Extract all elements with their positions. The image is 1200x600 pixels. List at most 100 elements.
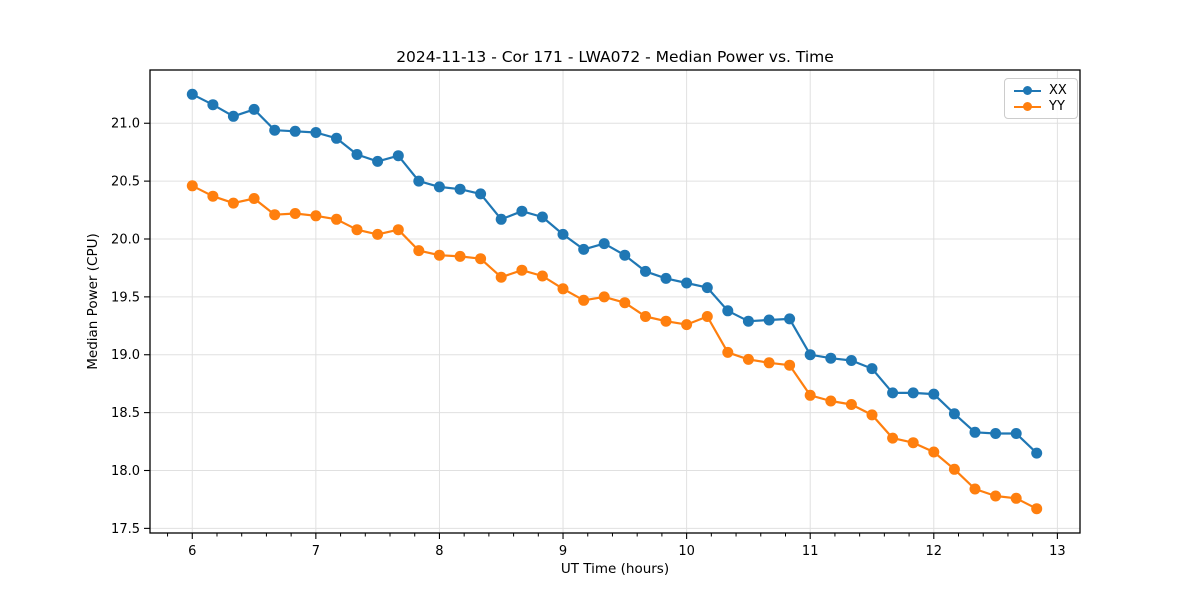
data-point [413,245,425,257]
data-point [310,210,322,222]
legend-item-xx: XX [1014,84,1067,97]
data-point [660,315,672,327]
data-point [372,228,384,240]
data-point [392,150,404,162]
y-tick-label: 20.0 [111,232,140,247]
data-point [619,297,631,309]
data-point [536,270,548,282]
data-point [845,399,857,410]
data-point [536,211,548,223]
series-yy-line [191,184,1038,510]
data-point [392,224,404,236]
data-point [681,277,693,289]
data-point [742,315,754,327]
data-point [475,253,487,265]
series-layer [186,88,1043,515]
x-tick-label: 11 [802,544,819,559]
legend-item-yy: YY [1014,99,1067,114]
data-point [619,249,631,261]
data-point [516,264,528,276]
data-point [640,265,651,277]
data-point [907,387,919,399]
data-point [701,282,713,294]
data-point [269,209,281,221]
series-yy [186,180,1043,515]
data-point [598,291,610,303]
y-tick-label: 18.5 [111,406,140,421]
y-axis-label: Median Power (CPU) [85,233,101,369]
data-point [207,190,219,202]
y-tick-label: 19.5 [111,290,140,305]
data-point [763,357,775,369]
data-point [433,181,445,193]
data-point [866,409,878,421]
data-point [227,110,239,122]
data-point [516,205,528,217]
data-point [227,197,239,209]
data-point [289,125,301,137]
data-point [825,352,837,364]
data-point [475,188,487,200]
data-point [866,363,878,375]
x-tick-label: 10 [678,544,695,559]
data-point [351,224,363,236]
y-tick-label: 19.0 [111,348,140,363]
x-tick-label: 6 [188,544,196,559]
x-tick-label: 7 [312,544,320,559]
data-point [578,243,590,255]
data-point [660,272,672,284]
y-tick-label: 18.0 [111,464,140,479]
data-point [969,426,981,438]
data-point [331,213,342,225]
data-point [1031,447,1043,459]
data-point [825,395,837,407]
data-point [351,149,363,160]
series-xx-line [191,93,1038,454]
data-point [887,432,899,444]
data-point [1031,503,1043,515]
data-point [289,208,301,219]
data-point [742,353,754,365]
data-point [784,359,796,371]
data-point [413,175,425,187]
legend-sample-yy-icon [1014,101,1041,112]
data-point [186,180,198,192]
legend: XX YY [1004,78,1078,119]
grid-layer [150,70,1080,533]
data-point [495,213,507,225]
data-point [804,349,816,361]
x-tick-label: 12 [926,544,943,559]
data-point [372,155,384,167]
data-point [1010,492,1022,504]
data-point [454,250,466,262]
data-point [990,490,1002,502]
legend-dot-xx [1023,86,1032,95]
data-point [331,132,342,144]
legend-label-yy: YY [1049,99,1065,114]
axes-layer: 6 7 8 9 10 11 12 13 17.5 18.0 18.5 19.0 19.5 20.0 20.5… [111,69,1081,559]
data-point [763,314,775,326]
data-point [1010,428,1022,439]
data-point [928,446,940,458]
data-point [207,99,219,111]
data-point [640,311,651,322]
data-point [948,408,960,420]
data-point [722,346,734,358]
data-point [495,271,507,283]
data-point [887,387,899,399]
data-point [722,305,734,317]
data-point [557,283,569,295]
data-point [804,389,816,401]
data-point [557,228,569,240]
data-point [578,294,590,306]
x-tick-label: 9 [559,544,567,559]
data-point [598,238,610,250]
data-point [681,319,693,331]
data-point [907,437,919,449]
y-tick-label: 21.0 [111,117,140,132]
data-point [433,249,445,261]
data-point [186,88,198,100]
legend-sample-xx-icon [1014,85,1041,96]
